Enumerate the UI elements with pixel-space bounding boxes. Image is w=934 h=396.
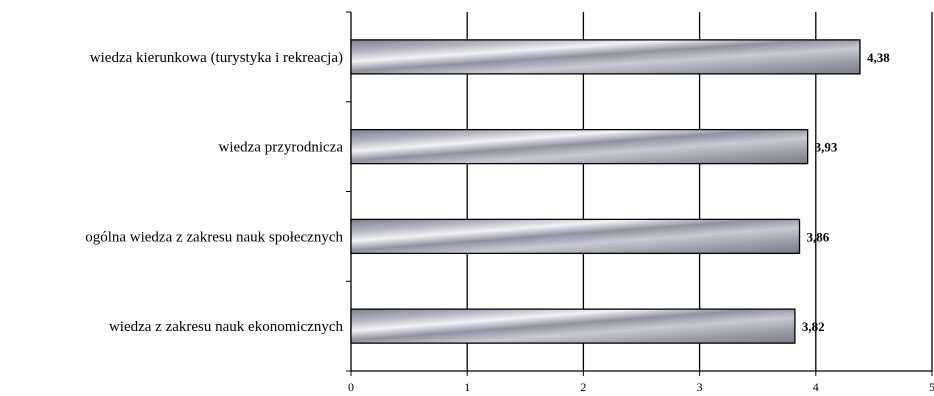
x-tick-label: 3 bbox=[697, 380, 703, 394]
x-tick-label: 4 bbox=[813, 380, 819, 394]
category-label: ogólna wiedza z zakresu nauk społecznych bbox=[85, 229, 343, 245]
value-label: 3,93 bbox=[815, 140, 838, 155]
bar-3 bbox=[350, 218, 801, 255]
value-label: 4,38 bbox=[867, 50, 890, 65]
value-label: 3,86 bbox=[807, 229, 830, 244]
value-label: 3,82 bbox=[802, 319, 825, 334]
x-tick-label: 1 bbox=[464, 380, 470, 394]
x-tick-label: 2 bbox=[580, 380, 586, 394]
bars bbox=[350, 39, 861, 344]
bar-1 bbox=[350, 39, 861, 75]
bar-2 bbox=[350, 128, 809, 165]
x-tick-label: 5 bbox=[929, 380, 934, 394]
x-tick-label: 0 bbox=[348, 380, 354, 394]
labels: 0 1 2 3 4 5 wiedza kierunkowa (turystyka i rek… bbox=[85, 50, 934, 394]
bar-4 bbox=[350, 308, 796, 344]
category-label: wiedza przyrodnicza bbox=[218, 140, 343, 156]
category-label: wiedza kierunkowa (turystyka i rekreacja… bbox=[90, 50, 343, 66]
category-label: wiedza z zakresu nauk ekonomicznych bbox=[109, 319, 344, 335]
